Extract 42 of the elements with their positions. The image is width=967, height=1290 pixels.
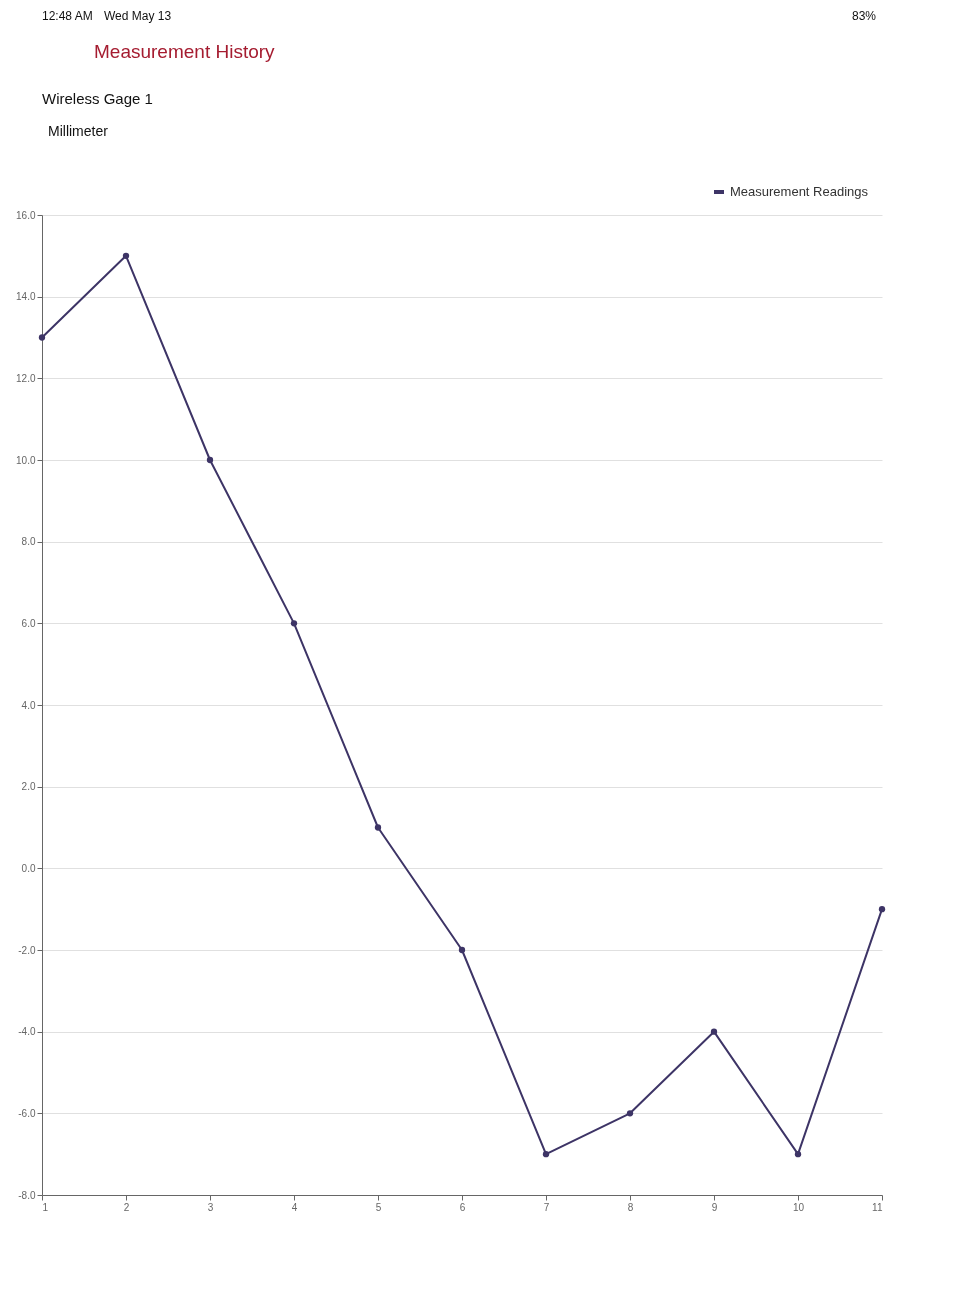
x-tick-label: 6 (459, 1201, 466, 1213)
point (710, 1028, 718, 1035)
y-tick-label: -6.0 (18, 1107, 36, 1119)
y-tick-label: 4.0 (21, 699, 36, 711)
y-tick-label: 10.0 (16, 454, 36, 466)
y-tick-label: 2.0 (21, 781, 36, 793)
y-tick-label: 16.0 (16, 209, 36, 221)
x-tick-label: 8 (627, 1201, 634, 1213)
text: 12:48 AM (42, 9, 93, 24)
x-tick-label: 9 (711, 1201, 718, 1213)
point (290, 620, 298, 627)
x-tick-label: 11 (872, 1201, 883, 1213)
x-tick-label: 5 (375, 1201, 382, 1213)
y-tick-label: 8.0 (21, 536, 36, 548)
point (794, 1151, 802, 1158)
y-tick-label: 14.0 (16, 291, 36, 303)
text: Millimeter (48, 122, 109, 139)
point (374, 824, 382, 831)
point (206, 456, 214, 464)
point (626, 1110, 634, 1117)
x-tick-label: 10 (792, 1201, 805, 1213)
point (38, 334, 46, 341)
y-tick-label: 0.0 (21, 862, 36, 874)
point (122, 252, 130, 259)
point (878, 906, 886, 913)
y-tick-label: 12.0 (16, 372, 36, 384)
y-tick-label: -4.0 (18, 1026, 36, 1038)
y-tick-label: -2.0 (18, 944, 36, 956)
x-tick-label: 7 (543, 1201, 550, 1213)
legend-label: Measurement Readings (730, 184, 869, 199)
chart-title: Measurement History (94, 40, 276, 62)
point (542, 1151, 550, 1158)
y-tick-label: 6.0 (21, 617, 36, 629)
chart-subtitle: Wireless Gage 1 (42, 89, 153, 107)
point (458, 946, 466, 954)
x-tick-label: 2 (123, 1201, 130, 1213)
text: Wed May 13 (104, 9, 172, 24)
x-tick-label: 4 (291, 1201, 298, 1213)
x-tick-label: 3 (207, 1201, 214, 1213)
x-tick-label: 1 (42, 1201, 49, 1213)
text: 83% (852, 9, 877, 24)
y-tick-label: -8.0 (18, 1189, 36, 1201)
